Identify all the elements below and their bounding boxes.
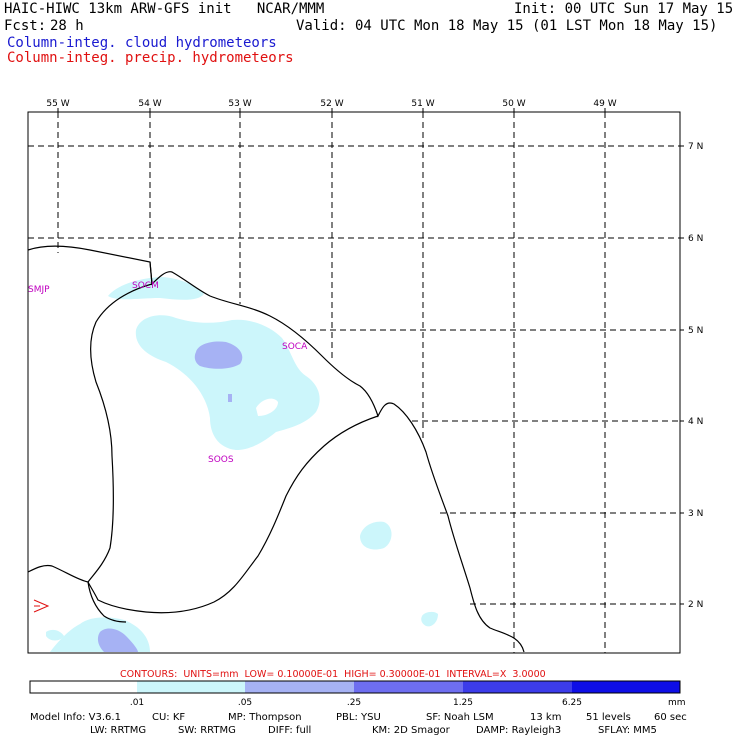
colorbar-segment-3 [354,681,463,693]
cloud-core-main [194,341,243,369]
colorbar: .01 .05 .25 1.25 6.25 mm [29,680,686,708]
footer-pbl: PBL: YSU [336,712,381,723]
footer-levels: 51 levels [586,712,631,723]
forecast-label: Fcst: [4,18,47,34]
lat-label-3n: 3 N [688,509,703,519]
colorbar-tick-4: 1.25 [453,698,473,708]
colorbar-unit: mm [668,698,686,708]
cloud-core-southwest [97,628,138,652]
border-far-west [27,564,127,623]
map-frame [27,111,681,654]
station-soca: SOCA [282,342,308,352]
init-time: Init: 00 UTC Sun 17 May 15 [514,1,734,17]
coastline-north [27,245,525,653]
colorbar-segment-2 [245,681,354,693]
footer-km: KM: 2D Smagor [372,725,450,736]
border-inland-west [87,283,153,583]
station-socm: SOCM [132,281,159,291]
lon-label-51w: 51 W [411,99,434,109]
border-inland-east [87,415,379,614]
colorbar-frame [29,680,681,694]
border-suriname-guiana [149,261,153,285]
cloud-area-southeast [421,611,438,627]
cloud-shading [46,277,438,652]
lon-labels: 55 W 54 W 53 W 52 W 51 W 50 W 49 W [46,99,616,109]
lon-label-49w: 49 W [593,99,616,109]
valid-time: Valid: 04 UTC Mon 18 May 15 (01 LST Mon … [296,18,718,34]
footer-mp: MP: Thompson [228,712,302,723]
lat-label-6n: 6 N [688,234,703,244]
station-labels: SMJP SOCM SOCA SOOS [28,281,308,465]
wind-marker-icon [33,599,50,613]
footer-damp: DAMP: Rayleigh3 [476,725,562,736]
cloud-area-socm [108,277,204,300]
lat-label-4n: 4 N [688,417,703,427]
footer-diff: DIFF: full [268,725,312,736]
station-soos: SOOS [208,455,234,465]
station-smjp: SMJP [28,285,50,295]
lat-label-5n: 5 N [688,326,703,336]
colorbar-tick-5: 6.25 [562,698,582,708]
cloud-field-label: Column-integ. cloud hydrometeors [7,35,277,51]
footer-sflay: SFLAY: MM5 [598,725,657,736]
footer-lw: LW: RRTMG [90,725,147,736]
colorbar-tick-2: .05 [238,698,252,708]
footer-sf: SF: Noah LSM [426,712,494,723]
lon-label-53w: 53 W [228,99,251,109]
colorbar-segment-5 [572,681,680,693]
lat-label-7n: 7 N [688,142,703,152]
colorbar-segment-4 [463,681,572,693]
lat-label-2n: 2 N [688,600,703,610]
cloud-gap-1 [256,398,278,416]
footer-sw: SW: RRTMG [178,725,236,736]
model-title: HAIC-HIWC 13km ARW-GFS init NCAR/MMM [4,1,325,17]
lon-label-54w: 54 W [138,99,161,109]
forecast-hour: 28 h [50,18,84,34]
footer-model-info: Model Info: V3.6.1 [30,712,121,723]
coastlines [27,245,525,653]
footer-resolution: 13 km [530,712,562,723]
contours-info: CONTOURS: UNITS=mm LOW= 0.10000E-01 HIGH… [120,669,546,680]
lon-label-52w: 52 W [320,99,343,109]
colorbar-tick-3: .25 [347,698,361,708]
colorbar-tick-1: .01 [130,698,144,708]
cloud-area-south [360,521,392,550]
graticule [28,112,680,653]
cloud-core-small [228,394,232,402]
footer-timestep: 60 sec [654,712,687,723]
footer-cu: CU: KF [152,712,186,723]
cloud-area-main [135,315,320,450]
frame-ticks [57,108,684,605]
colorbar-segment-1 [137,681,245,693]
colorbar-segment-0 [30,681,137,693]
lon-label-50w: 50 W [502,99,525,109]
lat-labels: 7 N 6 N 5 N 4 N 3 N 2 N [688,142,703,610]
lon-label-55w: 55 W [46,99,69,109]
precip-field-label: Column-integ. precip. hydrometeors [7,50,294,66]
cloud-area-west [46,629,64,641]
